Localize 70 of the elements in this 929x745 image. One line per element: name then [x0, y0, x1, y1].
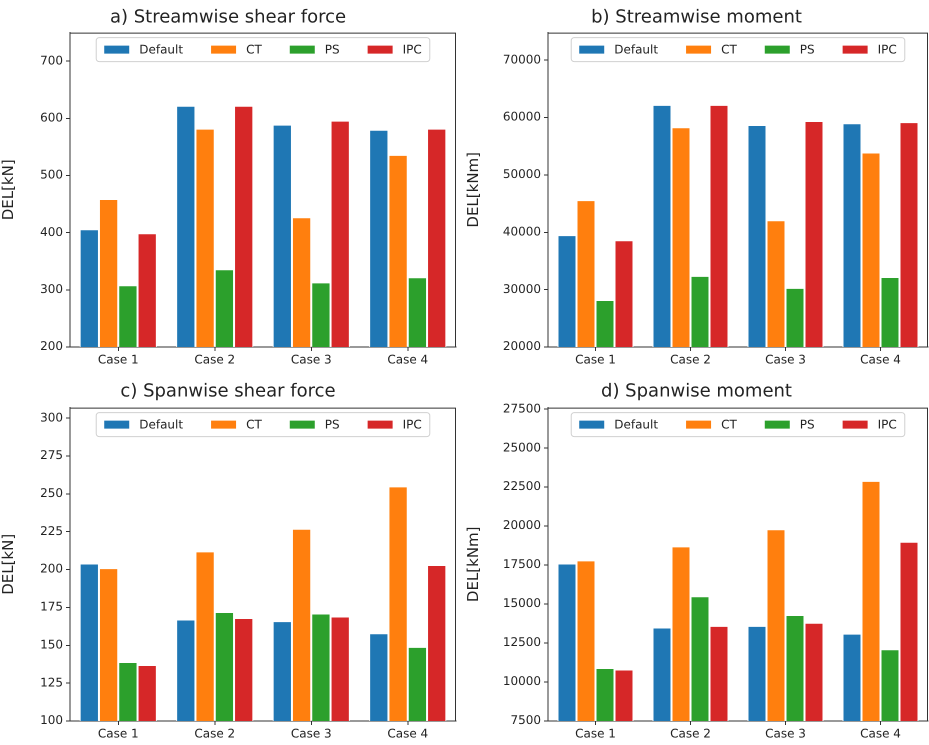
legend-label: CT: [721, 42, 738, 57]
legend-label: IPC: [878, 418, 897, 432]
legend-label: IPC: [402, 42, 422, 57]
x-tick-label: Case 3: [290, 352, 332, 366]
y-tick-label: 15000: [502, 596, 541, 610]
y-tick-label: 27500: [502, 401, 541, 416]
y-tick-label: 12500: [502, 635, 541, 650]
x-tick-label: Case 4: [860, 726, 901, 740]
legend-label: Default: [614, 42, 658, 57]
y-axis-title: DEL[kN]: [0, 159, 17, 220]
y-tick-label: 20000: [502, 518, 541, 532]
legend-label: CT: [246, 42, 262, 57]
legend-label: PS: [324, 418, 340, 432]
y-tick-label: 70000: [502, 52, 541, 66]
y-tick-label: 200: [40, 562, 63, 576]
x-tick-label: Case 1: [98, 726, 139, 740]
x-tick-label: Case 1: [98, 352, 139, 366]
legend-label: Default: [139, 42, 184, 57]
x-tick-label: Case 1: [575, 726, 616, 740]
y-tick-label: 17500: [502, 557, 541, 572]
y-tick-label: 300: [40, 282, 63, 296]
y-tick-label: 30000: [502, 282, 541, 296]
y-tick-label: 22500: [502, 479, 541, 494]
y-tick-label: 7500: [510, 713, 541, 728]
y-tick-label: 25000: [502, 440, 541, 454]
legend-label: Default: [139, 418, 184, 432]
y-tick-label: 50000: [502, 167, 541, 182]
y-tick-label: 10000: [502, 674, 541, 688]
chart-title: b) Streamwise moment: [591, 6, 802, 28]
y-tick-label: 20000: [502, 339, 541, 354]
y-tick-label: 600: [40, 110, 63, 124]
x-tick-label: Case 4: [387, 726, 428, 740]
legend-label: IPC: [402, 418, 422, 432]
y-tick-label: 700: [40, 53, 63, 68]
legend-label: CT: [721, 418, 738, 432]
legend-label: PS: [800, 418, 815, 432]
legend-label: IPC: [878, 42, 897, 57]
y-tick-label: 250: [40, 486, 63, 500]
y-tick-label: 300: [40, 410, 63, 424]
x-tick-label: Case 2: [194, 726, 236, 740]
y-tick-label: 225: [40, 524, 63, 538]
legend-label: PS: [800, 42, 815, 57]
x-tick-label: Case 2: [194, 352, 236, 366]
y-tick-label: 150: [40, 637, 63, 652]
chart-title: c) Spanwise shear force: [120, 380, 336, 402]
y-tick-label: 500: [40, 168, 63, 182]
x-tick-label: Case 4: [387, 352, 428, 366]
chart-title: d) Spanwise moment: [601, 380, 792, 402]
y-tick-label: 60000: [502, 110, 541, 124]
x-tick-label: Case 4: [860, 352, 901, 366]
y-tick-label: 125: [40, 675, 63, 690]
y-tick-label: 275: [40, 448, 63, 462]
x-tick-label: Case 3: [765, 726, 806, 740]
x-tick-label: Case 2: [670, 726, 711, 740]
x-tick-label: Case 3: [765, 352, 806, 366]
legend-label: CT: [246, 418, 262, 432]
legend-label: PS: [324, 42, 340, 57]
y-axis-title: DEL[kNm]: [464, 526, 482, 602]
chart-title: a) Streamwise shear force: [110, 6, 346, 28]
y-axis-title: DEL[kNm]: [464, 152, 482, 228]
y-tick-label: 40000: [502, 224, 541, 238]
y-tick-label: 175: [40, 600, 63, 614]
y-axis-title: DEL[kN]: [0, 534, 17, 595]
y-tick-label: 400: [40, 224, 63, 239]
x-tick-label: Case 1: [575, 352, 616, 366]
x-tick-label: Case 3: [290, 726, 332, 740]
x-tick-label: Case 2: [670, 352, 711, 366]
y-tick-label: 200: [40, 339, 63, 354]
legend-label: Default: [614, 418, 658, 432]
y-tick-label: 100: [40, 713, 63, 728]
